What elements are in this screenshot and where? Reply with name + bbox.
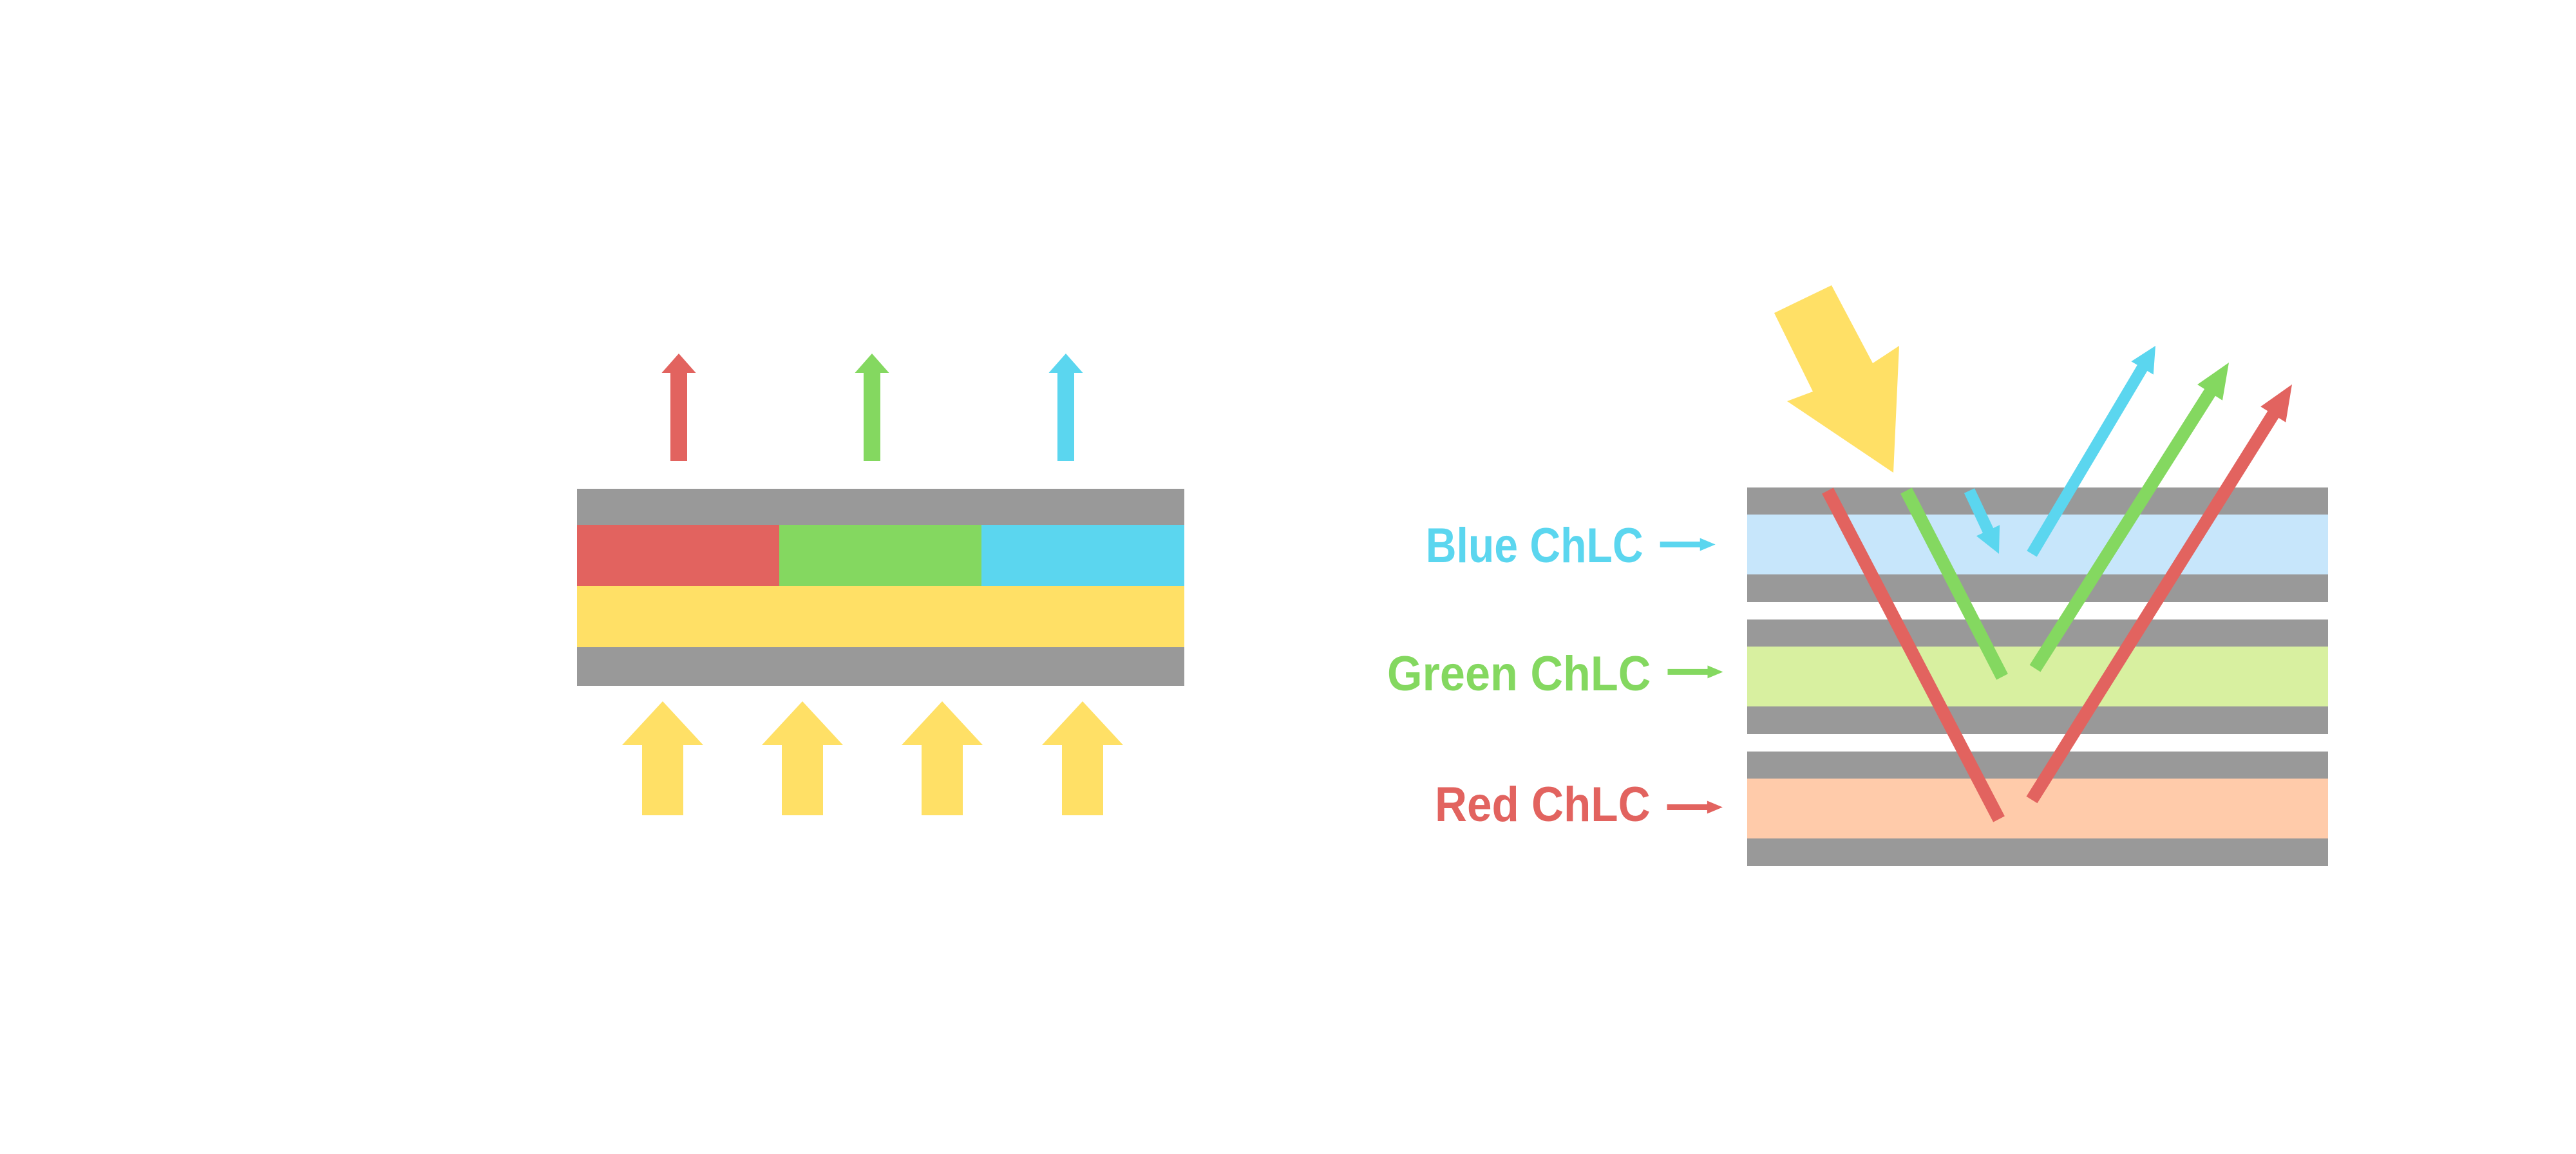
svg-text:Blue ChLC: Blue ChLC: [1426, 518, 1643, 573]
svg-text:Red ChLC: Red ChLC: [1435, 777, 1651, 832]
svg-text:Green ChLC: Green ChLC: [1387, 647, 1651, 701]
